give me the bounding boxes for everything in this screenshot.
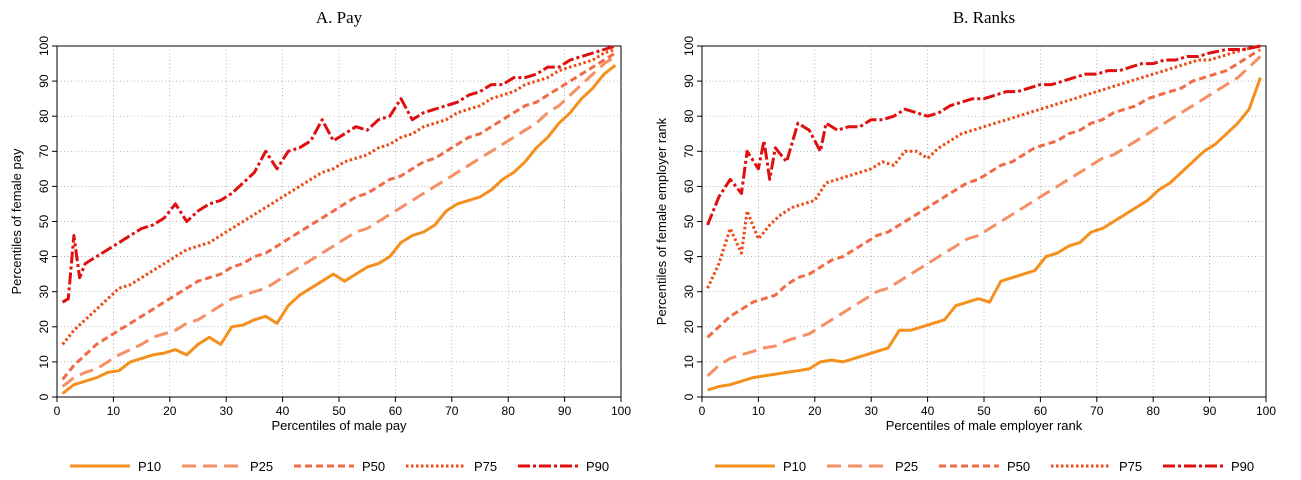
x-tick-label: 60 [1034,404,1048,418]
y-tick-label: 10 [37,355,51,369]
series-line-p10 [707,77,1262,392]
series-line-p25 [706,55,1262,377]
x-tick-label: 0 [699,404,706,418]
y-tick-label: 10 [682,355,696,369]
x-tick-label: 60 [389,404,403,418]
series-line-p10 [61,64,617,395]
x-tick-label: 70 [445,404,459,418]
y-tick-label: 30 [682,285,696,299]
x-tick-label: 30 [865,404,879,418]
y-tick-label: 20 [37,320,51,334]
y-tick-label: 100 [37,36,51,56]
x-axis-label: Percentiles of male pay [271,418,407,433]
y-tick-label: 50 [682,215,696,229]
legend-label-p75: P75 [474,459,497,474]
x-tick-label: 90 [1203,404,1217,418]
series-line-p50 [706,48,1262,339]
y-tick-label: 100 [682,36,696,56]
x-tick-label: 50 [977,404,991,418]
legend-label-p90: P90 [1231,459,1254,474]
chart-panel-1: A. Pay 0 10 20 30 40 50 60 70 80 90 100 0 10 20 30 40 50 6… [9,8,631,474]
x-tick-label: 10 [107,404,121,418]
y-tick-label: 90 [682,74,696,88]
legend-label-p50: P50 [362,459,385,474]
y-tick-label: 40 [37,250,51,264]
legend-label-p10: P10 [783,459,806,474]
series-line-p25 [61,55,617,388]
series-line-p50 [61,51,617,381]
x-tick-label: 70 [1090,404,1104,418]
chart-title: B. Ranks [953,8,1015,27]
y-tick-label: 80 [37,109,51,123]
legend-label-p50: P50 [1007,459,1030,474]
x-tick-label: 40 [921,404,935,418]
legend-label-p10: P10 [138,459,161,474]
y-axis-label: Percentiles of female employer rank [654,117,669,325]
x-tick-label: 40 [276,404,290,418]
legend-label-p75: P75 [1119,459,1142,474]
y-tick-label: 80 [682,109,696,123]
y-tick-label: 60 [37,179,51,193]
y-tick-label: 60 [682,179,696,193]
chart-title: A. Pay [316,8,363,27]
y-axis-label: Percentiles of female pay [9,148,24,294]
y-tick-label: 50 [37,215,51,229]
y-tick-label: 90 [37,74,51,88]
chart-panel-2: B. Ranks 0 10 20 30 40 50 60 70 80 90 100 0 10 20 30 40 5… [654,8,1276,474]
y-tick-label: 0 [682,393,696,400]
x-tick-label: 0 [54,404,61,418]
series-line-p75 [61,48,616,346]
x-tick-label: 90 [558,404,572,418]
x-tick-label: 100 [1256,404,1276,418]
series-line-p90 [706,44,1261,226]
y-tick-label: 70 [682,144,696,158]
legend-label-p90: P90 [586,459,609,474]
series-line-p90 [61,44,616,304]
legend-label-p25: P25 [895,459,918,474]
x-tick-label: 30 [220,404,234,418]
series-line-p75 [706,44,1261,289]
y-tick-label: 30 [37,285,51,299]
x-tick-label: 20 [163,404,177,418]
y-tick-label: 70 [37,144,51,158]
x-tick-label: 20 [808,404,822,418]
legend-label-p25: P25 [250,459,273,474]
y-tick-label: 40 [682,250,696,264]
x-tick-label: 50 [332,404,346,418]
x-tick-label: 80 [502,404,516,418]
x-tick-label: 10 [752,404,766,418]
x-axis-label: Percentiles of male employer rank [886,418,1083,433]
x-tick-label: 80 [1147,404,1161,418]
y-tick-label: 20 [682,320,696,334]
y-tick-label: 0 [37,393,51,400]
x-tick-label: 100 [611,404,631,418]
